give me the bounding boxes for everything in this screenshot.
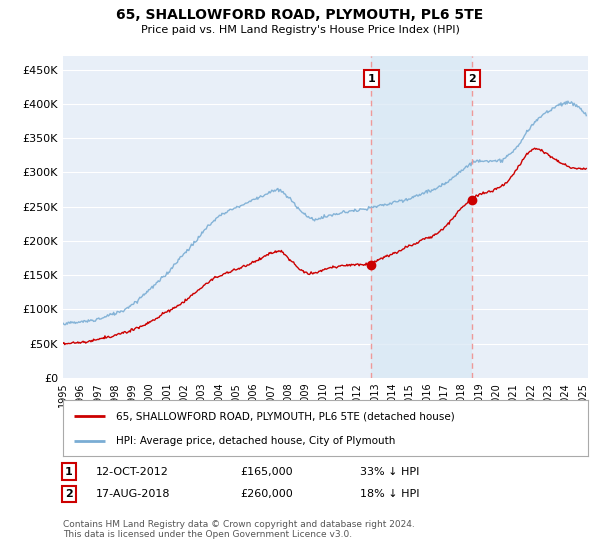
Text: 2: 2 bbox=[469, 73, 476, 83]
Text: HPI: Average price, detached house, City of Plymouth: HPI: Average price, detached house, City… bbox=[115, 436, 395, 446]
Text: 17-AUG-2018: 17-AUG-2018 bbox=[96, 489, 170, 499]
Text: 65, SHALLOWFORD ROAD, PLYMOUTH, PL6 5TE: 65, SHALLOWFORD ROAD, PLYMOUTH, PL6 5TE bbox=[116, 8, 484, 22]
Text: £165,000: £165,000 bbox=[240, 466, 293, 477]
Text: £260,000: £260,000 bbox=[240, 489, 293, 499]
Text: 1: 1 bbox=[368, 73, 375, 83]
Text: 1: 1 bbox=[65, 466, 73, 477]
Text: 12-OCT-2012: 12-OCT-2012 bbox=[96, 466, 169, 477]
Text: 2: 2 bbox=[65, 489, 73, 499]
Text: 33% ↓ HPI: 33% ↓ HPI bbox=[360, 466, 419, 477]
Text: 18% ↓ HPI: 18% ↓ HPI bbox=[360, 489, 419, 499]
Text: Price paid vs. HM Land Registry's House Price Index (HPI): Price paid vs. HM Land Registry's House … bbox=[140, 25, 460, 35]
Text: 65, SHALLOWFORD ROAD, PLYMOUTH, PL6 5TE (detached house): 65, SHALLOWFORD ROAD, PLYMOUTH, PL6 5TE … bbox=[115, 411, 454, 421]
Bar bbox=[371, 56, 472, 378]
Text: Contains HM Land Registry data © Crown copyright and database right 2024.
This d: Contains HM Land Registry data © Crown c… bbox=[63, 520, 415, 539]
